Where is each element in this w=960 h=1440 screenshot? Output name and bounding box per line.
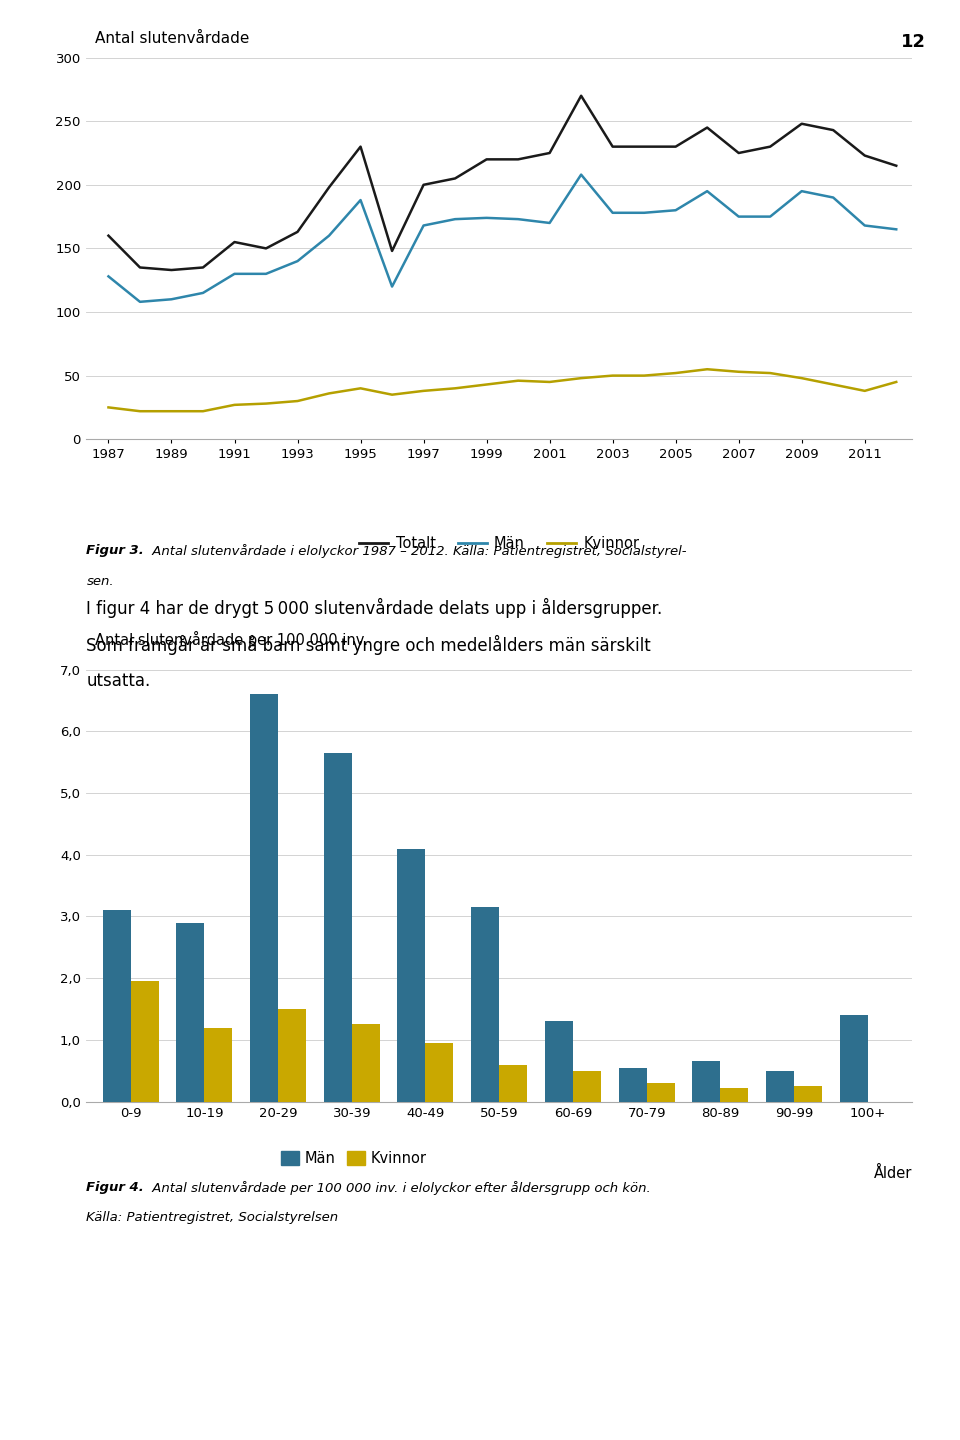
Bar xyxy=(840,1015,868,1102)
Bar xyxy=(692,1061,720,1102)
Text: Ålder: Ålder xyxy=(874,1166,912,1181)
Bar xyxy=(471,907,499,1102)
Bar xyxy=(545,1021,573,1102)
Text: Antal slutenvårdade per 100 000 inv. i elolyckor efter åldersgrupp och kön.: Antal slutenvårdade per 100 000 inv. i e… xyxy=(148,1181,651,1195)
Bar xyxy=(204,1028,232,1102)
Bar xyxy=(324,753,351,1102)
Bar xyxy=(131,981,158,1102)
Legend: Totalt, Män, Kvinnor: Totalt, Män, Kvinnor xyxy=(353,530,645,557)
Bar xyxy=(618,1067,647,1102)
Bar xyxy=(720,1089,749,1102)
Bar xyxy=(766,1071,794,1102)
Bar xyxy=(425,1043,453,1102)
Text: Figur 4.: Figur 4. xyxy=(86,1181,144,1194)
Bar xyxy=(499,1064,527,1102)
Bar xyxy=(351,1024,380,1102)
Bar xyxy=(573,1071,601,1102)
Text: I figur 4 har de drygt 5 000 slutenvårdade delats upp i åldersgrupper.: I figur 4 har de drygt 5 000 slutenvårda… xyxy=(86,598,662,618)
Text: Antal slutenvårdade: Antal slutenvårdade xyxy=(95,32,249,46)
Text: utsatta.: utsatta. xyxy=(86,672,151,691)
Bar xyxy=(177,923,204,1102)
Bar xyxy=(103,910,131,1102)
Bar xyxy=(397,848,425,1102)
Bar xyxy=(647,1083,675,1102)
Text: Källa: Patientregistret, Socialstyrelsen: Källa: Patientregistret, Socialstyrelsen xyxy=(86,1211,339,1224)
Legend: Män, Kvinnor: Män, Kvinnor xyxy=(276,1145,432,1172)
Bar xyxy=(794,1086,822,1102)
Text: Antal slutenvårdade i elolyckor 1987 – 2012. Källa: Patientregistret, Socialstyr: Antal slutenvårdade i elolyckor 1987 – 2… xyxy=(148,544,686,559)
Text: Figur 3.: Figur 3. xyxy=(86,544,144,557)
Text: Som framgår är små barn samt yngre och medelålders män särskilt: Som framgår är små barn samt yngre och m… xyxy=(86,635,651,655)
Text: 12: 12 xyxy=(901,33,926,52)
Text: Antal slutenvårdade per 100 000 inv.: Antal slutenvårdade per 100 000 inv. xyxy=(95,631,368,648)
Bar xyxy=(250,694,278,1102)
Bar xyxy=(278,1009,306,1102)
Text: sen.: sen. xyxy=(86,575,114,588)
